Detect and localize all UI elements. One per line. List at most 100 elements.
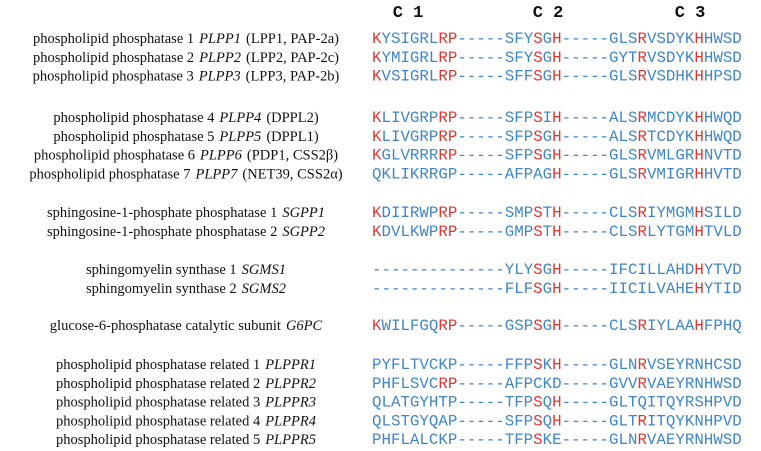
conserved-residue: H [694,204,703,222]
protein-alias: (NET39, CSS2α) [242,166,342,182]
conserved-residue: S [533,147,542,165]
protein-alias: (PDP1, CSS2β) [247,148,338,164]
residues: -----GLTQITQYRSHPVD [562,394,742,412]
gene-symbol: SGPP1 [282,205,325,221]
protein-alias: (LPP2, PAP-2c) [246,50,339,66]
protein-name: phospholipid phosphatase related 3 [56,395,260,411]
sequence: KLIVGRPRP-----SFPSGH-----ALSRTCDYKHHWQD [372,128,742,146]
residues: --------------YLY [372,261,534,279]
conserved-residue: H [552,356,561,374]
conserved-residue: H [694,280,703,298]
protein-name: phospholipid phosphatase related 2 [56,376,260,392]
protein-name: phospholipid phosphatase 6 [34,148,195,164]
residues: -----CLS [562,204,638,222]
protein-name: sphingosine-1-phosphate phosphatase 1 [47,205,277,221]
residues: HVTD [704,165,742,183]
residues: LYTGM [647,223,694,241]
conserved-residue: S [533,109,542,127]
conserved-residue: H [552,128,561,146]
conserved-residue: RP [438,49,457,67]
residues: YSIGRL [381,30,438,48]
residues: YTID [704,280,742,298]
protein-name: sphingosine-1-phosphate phosphatase 2 [47,224,277,240]
conserved-residue: K [372,109,382,127]
conserved-residue: RP [438,375,457,393]
protein-name: glucose-6-phosphatase catalytic subunit [50,318,281,334]
conserved-residue: S [533,30,542,48]
sequence: PHFLALCKP-----TFPSKE-----GLNRVAEYRNHWSD [372,431,742,449]
conserved-residue: RP [438,68,457,86]
conserved-residue: H [552,412,561,430]
residues: -----GLN [562,356,638,374]
protein-name: phospholipid phosphatase 5 [53,129,214,145]
residues: -----SFP [457,128,533,146]
conserved-residue: R [637,223,647,241]
gene-symbol: SGMS1 [242,262,286,278]
residues: HPSD [704,68,742,86]
gene-symbol: PLPPR2 [264,376,316,392]
protein-name: phospholipid phosphatase 7 [29,166,190,182]
residues: -----GLT [562,412,638,430]
conserved-residue: S [533,223,542,241]
conserved-residue: K [372,317,382,335]
residues: -----GLS [562,68,638,86]
protein-label: phospholipid phosphatase related 3 PLPPR3 [56,395,316,411]
protein-label: phospholipid phosphatase 6 PLPP6 (PDP1, CS… [34,148,338,164]
sequence: KDVLKWPRP-----GMPSTH-----CLSRLYTGMHTVLD [372,223,742,241]
conserved-residue: H [694,109,703,127]
conserved-residue: S [533,431,542,449]
conserved-residue: H [552,204,561,222]
conserved-residue: R [637,147,647,165]
residues: KE-----GLN [543,431,638,449]
gene-symbol: PLPP4 [218,110,261,126]
residues: QLATGYHTP-----TFP [372,394,533,412]
conserved-residue: K [372,49,382,67]
protein-label: phospholipid phosphatase 3 PLPP3 (LPP3, PA… [33,69,340,85]
residues: Q [543,394,552,412]
conserved-residue: R [637,68,647,86]
conserved-residue: S [533,49,542,67]
protein-label: glucose-6-phosphatase catalytic subunit G… [50,318,323,334]
gene-symbol: PLPPR1 [264,357,316,373]
residues: GLVRRR [381,147,438,165]
conserved-residue: H [552,280,561,298]
gene-symbol: PLPPR3 [264,395,316,411]
residues: -----IICILVAHE [562,280,695,298]
conserved-residue: H [552,30,561,48]
protein-name: sphingomyelin synthase 2 [86,281,237,297]
conserved-residue: H [694,30,703,48]
residues: G [543,30,552,48]
gene-symbol: G6PC [286,318,323,334]
residues: -----GYT [562,49,638,67]
residues: VMIGR [647,165,695,183]
sequence: KWILFGQRP-----GSPSGH-----CLSRIYLAAHFPHQ [372,317,742,335]
column-header: C 3 [675,4,706,23]
conserved-residue: R [637,431,647,449]
residues: -----CLS [562,317,638,335]
conserved-residue: H [694,147,703,165]
protein-label: phospholipid phosphatase 1 PLPP1 (LPP1, PA… [33,31,339,47]
gene-symbol: PLPP3 [198,69,241,85]
sequence: PYFLTVCKP-----FFPSKH-----GLNRVSEYRNHCSD [372,356,742,374]
residues: G [543,128,552,146]
protein-name: phospholipid phosphatase 1 [33,31,194,47]
conserved-residue: S [533,394,542,412]
protein-name: phospholipid phosphatase 3 [33,69,194,85]
residues: VSDYK [647,49,695,67]
residues: IYMGM [647,204,694,222]
residues: MCDYK [647,109,695,127]
protein-label: sphingomyelin synthase 1 SGMS1 [86,262,286,278]
conserved-residue: R [637,317,647,335]
sequence: KYMIGRLRP-----SFYSGH-----GYTRVSDYKHHWSD [372,49,742,67]
conserved-residue: K [372,204,382,222]
conserved-residue: RP [438,204,457,222]
residues: -----GSP [457,317,533,335]
sequence: QKLIKRRGP-----AFPAGH-----GLSRVMIGRHHVTD [372,165,742,183]
residues: HWQD [704,128,742,146]
conserved-residue: K [372,68,382,86]
conserved-residue: S [533,412,542,430]
residues: IYLAA [647,317,695,335]
protein-alias: (LPP1, PAP-2a) [246,31,339,47]
conserved-residue: K [372,147,382,165]
conserved-residue: H [694,68,703,86]
